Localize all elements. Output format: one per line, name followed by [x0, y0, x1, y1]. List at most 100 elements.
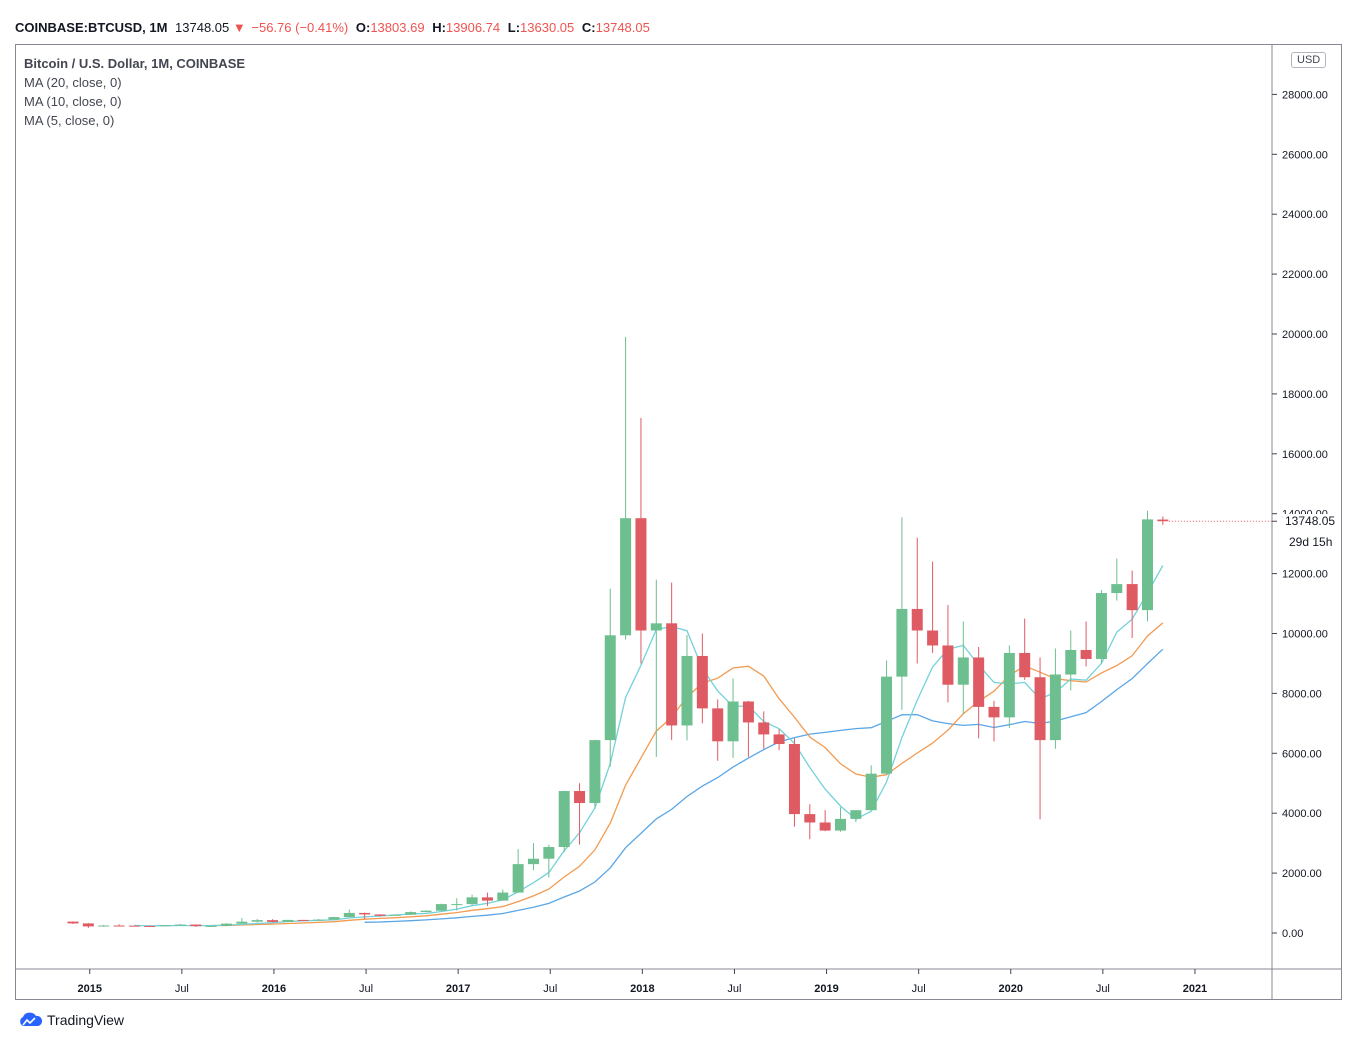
- candle-2020-07[interactable]: [1095, 590, 1107, 664]
- candle-body: [1049, 674, 1061, 741]
- candle-2018-11[interactable]: [788, 738, 800, 827]
- candle-2016-10[interactable]: [405, 911, 417, 915]
- candle-2017-02[interactable]: [466, 894, 478, 906]
- candle-2017-07[interactable]: [543, 844, 555, 878]
- close-key: C:: [581, 20, 596, 35]
- candle-2019-03[interactable]: [850, 810, 862, 823]
- candle-2015-06[interactable]: [159, 924, 171, 927]
- candle-body: [1157, 519, 1169, 522]
- candle-2016-07[interactable]: [359, 912, 371, 919]
- candle-2016-04[interactable]: [313, 918, 325, 921]
- last-price-axis-label: 13748.05: [1283, 514, 1338, 528]
- candle-2018-02[interactable]: [650, 579, 662, 757]
- candle-2017-06[interactable]: [528, 843, 539, 871]
- candle-2015-10[interactable]: [221, 923, 232, 926]
- x-tick-label: 2015: [78, 983, 102, 995]
- candle-2020-02[interactable]: [1019, 618, 1031, 680]
- candle-2015-07[interactable]: [174, 924, 186, 926]
- candle-2020-09[interactable]: [1126, 570, 1138, 638]
- candle-body: [374, 914, 386, 916]
- candle-2019-04[interactable]: [865, 765, 877, 811]
- candle-body: [420, 910, 432, 913]
- candle-2018-07[interactable]: [727, 678, 739, 758]
- candle-2017-04[interactable]: [497, 889, 509, 901]
- x-tick-label: 2017: [446, 983, 470, 995]
- candle-2019-09[interactable]: [942, 605, 954, 703]
- candle-2020-04[interactable]: [1049, 648, 1061, 749]
- candle-2019-05[interactable]: [881, 660, 893, 775]
- candle-2018-10[interactable]: [773, 729, 785, 751]
- candle-2020-06[interactable]: [1080, 621, 1092, 667]
- legend-title[interactable]: Bitcoin / U.S. Dollar, 1M, COINBASE: [24, 56, 246, 71]
- candle-body: [620, 518, 632, 636]
- candle-2016-12[interactable]: [435, 903, 447, 911]
- candle-2016-03[interactable]: [297, 919, 309, 922]
- candle-2018-12[interactable]: [804, 804, 816, 840]
- candle-2016-02[interactable]: [282, 919, 294, 922]
- candle-2016-06[interactable]: [343, 909, 355, 918]
- candle-2020-03[interactable]: [1034, 657, 1046, 820]
- legend-ma5[interactable]: MA (5, close, 0): [24, 113, 115, 128]
- candle-2020-08[interactable]: [1111, 558, 1123, 601]
- candle-2019-11[interactable]: [973, 646, 985, 739]
- candle-2015-11[interactable]: [236, 918, 248, 924]
- candle-2017-03[interactable]: [481, 892, 493, 907]
- x-tick-label: 2018: [630, 983, 654, 995]
- candle-2015-05[interactable]: [144, 925, 156, 927]
- candle-2018-09[interactable]: [758, 711, 770, 749]
- candle-2018-04[interactable]: [681, 634, 693, 741]
- candle-2019-10[interactable]: [957, 621, 969, 715]
- candle-body: [1126, 584, 1138, 611]
- candle-2019-12[interactable]: [988, 700, 1000, 742]
- candle-2018-03[interactable]: [666, 582, 678, 740]
- candle-2018-08[interactable]: [742, 700, 754, 757]
- candle-2015-02[interactable]: [98, 924, 110, 927]
- tradingview-logo[interactable]: TradingView: [17, 1012, 124, 1028]
- candle-2019-08[interactable]: [927, 561, 939, 653]
- candle-2019-06[interactable]: [896, 517, 908, 710]
- candle-2017-01[interactable]: [451, 898, 463, 911]
- candle-2017-11[interactable]: [604, 588, 616, 767]
- x-tick-label: 2019: [814, 983, 838, 995]
- legend-ma10[interactable]: MA (10, close, 0): [24, 94, 122, 109]
- candle-2015-01[interactable]: [82, 923, 94, 928]
- candle-2017-09[interactable]: [574, 783, 586, 845]
- candle-2019-07[interactable]: [911, 537, 923, 664]
- candle-2016-01[interactable]: [267, 919, 279, 923]
- candle-2017-10[interactable]: [589, 739, 601, 809]
- candle-2018-05[interactable]: [696, 633, 708, 724]
- candle-2020-11[interactable]: [1157, 516, 1169, 525]
- candle-2018-01[interactable]: [635, 417, 647, 664]
- currency-button[interactable]: USD: [1291, 52, 1327, 68]
- last-price: 13748.05: [175, 20, 230, 35]
- candle-2016-11[interactable]: [420, 910, 432, 913]
- candle-body: [1003, 652, 1015, 718]
- candle-2017-12[interactable]: [620, 336, 632, 640]
- candle-2015-12[interactable]: [251, 918, 263, 923]
- candle-2016-08[interactable]: [374, 914, 386, 917]
- candle-2016-09[interactable]: [389, 914, 401, 916]
- ma20-line: [364, 648, 1164, 923]
- candle-2015-04[interactable]: [128, 925, 140, 927]
- symbol-label[interactable]: COINBASE:BTCUSD, 1M: [15, 20, 168, 35]
- candle-2019-02[interactable]: [835, 807, 846, 832]
- candle-2020-10[interactable]: [1142, 510, 1153, 622]
- candle-2016-05[interactable]: [328, 916, 340, 920]
- candle-2015-03[interactable]: [113, 924, 125, 927]
- candle-2015-09[interactable]: [205, 925, 217, 927]
- candle-2014-12[interactable]: [67, 921, 79, 925]
- candle-body: [911, 608, 923, 631]
- candle-2019-01[interactable]: [819, 810, 831, 832]
- legend-ma20[interactable]: MA (20, close, 0): [24, 75, 122, 90]
- candle-2020-05[interactable]: [1065, 630, 1077, 691]
- x-tick-label: Jul: [359, 983, 373, 995]
- candle-body: [174, 924, 186, 926]
- candle-2017-05[interactable]: [512, 849, 524, 893]
- candle-body: [1080, 649, 1092, 659]
- candle-2015-08[interactable]: [190, 924, 202, 928]
- candle-2020-01[interactable]: [1003, 645, 1015, 728]
- candle-2018-06[interactable]: [712, 699, 724, 761]
- candle-2017-08[interactable]: [558, 790, 570, 853]
- candle-body: [389, 914, 401, 916]
